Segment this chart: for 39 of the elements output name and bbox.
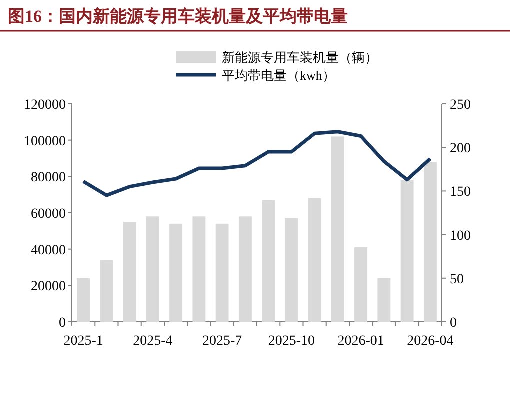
y2-tick-label: 100 [450,228,471,244]
bar [77,278,90,322]
y-tick-label: 20000 [31,280,66,295]
y2-tick-label: 50 [450,272,464,288]
y-tick-label: 120000 [24,98,66,113]
bar [170,224,183,322]
bar [424,162,437,322]
y-tick-label: 0 [59,316,66,331]
y2-tick-label: 200 [450,142,471,157]
legend-label: 平均带电量（kwh） [222,68,336,83]
x-tick-label: 2025-1 [64,334,104,349]
bar [238,216,252,322]
bar [400,180,414,322]
line-series [82,130,432,198]
bar [285,218,298,322]
x-tick-label: 2025-4 [133,334,173,349]
y-tick-label: 40000 [31,243,66,258]
bar [216,224,229,322]
y-tick-label: 80000 [31,170,66,186]
bar [378,278,391,322]
y-tick-label: 60000 [31,207,66,222]
y2-tick-label: 150 [450,185,471,200]
legend-label: 新能源专用车装机量（辆） [222,50,378,65]
bar [262,200,276,322]
bar [331,136,344,322]
bar [308,198,322,322]
x-tick-label: 2025-7 [202,334,242,349]
bar [100,260,114,322]
bar [354,248,368,322]
y2-tick-label: 250 [450,98,471,113]
y2-tick-label: 0 [450,316,457,331]
x-tick-label: 2026-01 [338,334,384,349]
x-tick-label: 2025-10 [268,334,316,349]
chart-title: 图16：国内新能源专用车装机量及平均带电量 [8,7,348,26]
y-tick-label: 100000 [24,134,66,150]
bar [146,216,160,322]
x-tick-label: 2026-04 [407,334,454,349]
bar [192,216,206,322]
bar [123,222,136,322]
